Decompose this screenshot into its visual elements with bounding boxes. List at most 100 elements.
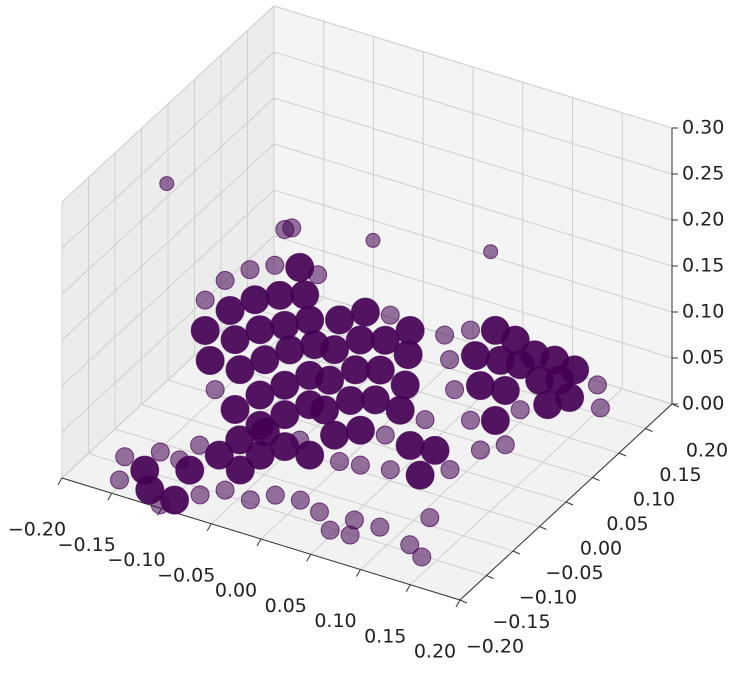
point bbox=[150, 442, 170, 462]
point bbox=[310, 395, 340, 425]
point bbox=[412, 547, 432, 567]
point bbox=[225, 355, 255, 385]
point bbox=[290, 490, 310, 510]
point bbox=[480, 406, 510, 436]
point bbox=[415, 410, 435, 430]
point bbox=[555, 383, 585, 413]
point bbox=[587, 375, 607, 395]
point bbox=[190, 315, 220, 345]
point bbox=[345, 325, 375, 355]
grid-line bbox=[61, 97, 275, 295]
point bbox=[220, 395, 250, 425]
point bbox=[150, 495, 170, 515]
point bbox=[270, 432, 300, 462]
point bbox=[308, 265, 328, 285]
point bbox=[510, 400, 530, 420]
point bbox=[445, 380, 465, 400]
z-tick-label: 0.25 bbox=[682, 163, 724, 185]
point bbox=[204, 440, 234, 470]
point bbox=[365, 355, 395, 385]
z-tick-label: 0.15 bbox=[682, 255, 724, 277]
y-tick bbox=[539, 526, 547, 530]
point bbox=[159, 176, 175, 192]
x-tick-label: −0.05 bbox=[157, 564, 215, 586]
point bbox=[215, 295, 245, 325]
y-tick-label: −0.05 bbox=[545, 562, 603, 584]
point bbox=[465, 371, 495, 401]
point bbox=[270, 400, 300, 430]
point bbox=[265, 280, 295, 310]
y-tick-label: 0.15 bbox=[659, 464, 701, 486]
x-tick-label: 0.20 bbox=[414, 641, 456, 663]
point bbox=[420, 508, 440, 528]
point bbox=[460, 410, 480, 430]
point bbox=[470, 440, 490, 460]
point bbox=[495, 435, 515, 455]
point bbox=[405, 460, 435, 490]
y-tick bbox=[459, 599, 468, 604]
y-tick-label: 0.00 bbox=[580, 538, 622, 560]
point bbox=[395, 430, 425, 460]
point bbox=[250, 345, 280, 375]
point bbox=[175, 455, 205, 485]
point bbox=[240, 260, 260, 280]
y-tick-label: 0.20 bbox=[686, 440, 728, 462]
x-tick bbox=[256, 538, 262, 547]
point bbox=[440, 460, 460, 480]
point bbox=[393, 340, 423, 370]
z-tick-label: 0.00 bbox=[682, 393, 724, 415]
z-tick-label: 0.05 bbox=[682, 347, 724, 369]
z-tick-label: 0.30 bbox=[682, 117, 724, 139]
y-tick bbox=[645, 428, 653, 432]
x-axis-line bbox=[61, 477, 461, 601]
z-tick-label: 0.20 bbox=[682, 209, 724, 231]
point bbox=[395, 315, 425, 345]
point bbox=[295, 305, 325, 335]
x-tick-label: 0.00 bbox=[215, 580, 257, 602]
point bbox=[215, 480, 235, 500]
point bbox=[275, 335, 305, 365]
y-tick bbox=[486, 575, 494, 579]
point bbox=[380, 460, 400, 480]
point bbox=[335, 385, 365, 415]
y-tick-label: −0.15 bbox=[492, 611, 550, 633]
y-tick bbox=[565, 501, 574, 506]
point bbox=[320, 335, 350, 365]
point bbox=[385, 395, 415, 425]
x-tick bbox=[206, 523, 212, 531]
point bbox=[320, 420, 350, 450]
point bbox=[380, 305, 400, 325]
y-tick-label: 0.10 bbox=[633, 489, 675, 511]
point bbox=[344, 510, 364, 530]
y-tick bbox=[592, 477, 600, 481]
point bbox=[270, 310, 300, 340]
point bbox=[215, 270, 235, 290]
x-tick bbox=[356, 569, 361, 577]
x-tick bbox=[455, 599, 461, 608]
point bbox=[370, 517, 390, 537]
x-tick-label: −0.20 bbox=[8, 519, 66, 541]
x-tick bbox=[107, 493, 113, 501]
grid-line bbox=[61, 235, 275, 433]
point bbox=[490, 375, 520, 405]
point bbox=[435, 325, 455, 345]
point bbox=[195, 345, 225, 375]
point bbox=[360, 385, 390, 415]
point bbox=[340, 355, 370, 385]
point bbox=[240, 490, 260, 510]
grid-line bbox=[114, 428, 514, 552]
point bbox=[109, 470, 129, 490]
y-tick bbox=[512, 550, 521, 555]
x-tick-label: −0.15 bbox=[58, 534, 116, 556]
y-axis-line bbox=[459, 403, 673, 601]
x-tick-label: 0.05 bbox=[265, 595, 307, 617]
point bbox=[365, 232, 381, 248]
point bbox=[350, 455, 370, 475]
x-tick bbox=[405, 584, 411, 592]
point bbox=[370, 325, 400, 355]
point bbox=[190, 435, 210, 455]
point bbox=[350, 297, 380, 327]
grid-line bbox=[273, 97, 673, 221]
grid-line bbox=[273, 189, 673, 313]
